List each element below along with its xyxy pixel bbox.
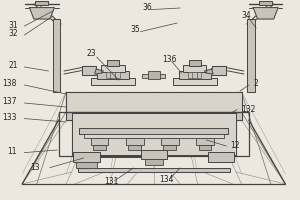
- Bar: [248, 19, 255, 92]
- Bar: [148, 71, 160, 79]
- Bar: [141, 150, 167, 159]
- Text: 23: 23: [86, 49, 96, 58]
- Polygon shape: [253, 8, 278, 19]
- Text: 13: 13: [30, 164, 40, 172]
- Bar: [101, 65, 124, 72]
- Bar: [53, 19, 60, 92]
- Bar: [66, 112, 242, 120]
- Bar: [93, 145, 106, 150]
- Text: 131: 131: [104, 178, 118, 186]
- Polygon shape: [82, 66, 96, 75]
- Bar: [110, 72, 115, 78]
- Polygon shape: [204, 69, 213, 74]
- Bar: [106, 72, 111, 78]
- Polygon shape: [95, 69, 103, 74]
- Bar: [76, 162, 97, 168]
- Bar: [208, 152, 234, 162]
- Bar: [192, 72, 197, 78]
- Bar: [115, 72, 119, 78]
- Bar: [126, 138, 143, 145]
- Text: 35: 35: [130, 25, 140, 34]
- Bar: [97, 71, 129, 79]
- Text: 31: 31: [8, 21, 18, 29]
- Text: 2: 2: [253, 79, 258, 88]
- Text: 137: 137: [2, 98, 16, 106]
- Bar: [128, 145, 141, 150]
- Bar: [161, 138, 178, 145]
- Bar: [197, 72, 201, 78]
- Bar: [189, 60, 201, 66]
- Bar: [142, 74, 166, 78]
- Bar: [196, 138, 214, 145]
- Bar: [91, 78, 135, 85]
- Bar: [145, 159, 163, 165]
- Text: 36: 36: [142, 3, 152, 12]
- Bar: [199, 145, 212, 150]
- Bar: [78, 168, 230, 172]
- Polygon shape: [29, 8, 54, 19]
- Bar: [84, 134, 224, 138]
- Bar: [173, 78, 217, 85]
- Text: 134: 134: [160, 176, 174, 184]
- Bar: [178, 71, 211, 79]
- Bar: [183, 65, 206, 72]
- Text: 12: 12: [230, 142, 239, 150]
- Bar: [73, 152, 100, 162]
- Bar: [107, 60, 119, 66]
- Text: 21: 21: [8, 62, 18, 71]
- Text: 34: 34: [242, 11, 251, 20]
- Text: 138: 138: [2, 79, 16, 88]
- Text: 11: 11: [7, 148, 16, 156]
- Bar: [91, 138, 108, 145]
- Text: 32: 32: [8, 29, 18, 38]
- Bar: [164, 145, 176, 150]
- Bar: [59, 112, 249, 156]
- Bar: [72, 113, 236, 155]
- Bar: [72, 120, 236, 155]
- Text: 132: 132: [242, 105, 256, 114]
- Polygon shape: [212, 66, 226, 75]
- Bar: [35, 1, 49, 5]
- Text: 136: 136: [163, 54, 177, 64]
- Bar: [259, 1, 272, 5]
- Bar: [188, 72, 193, 78]
- Bar: [79, 128, 228, 134]
- Text: 133: 133: [2, 114, 16, 122]
- Polygon shape: [66, 92, 242, 112]
